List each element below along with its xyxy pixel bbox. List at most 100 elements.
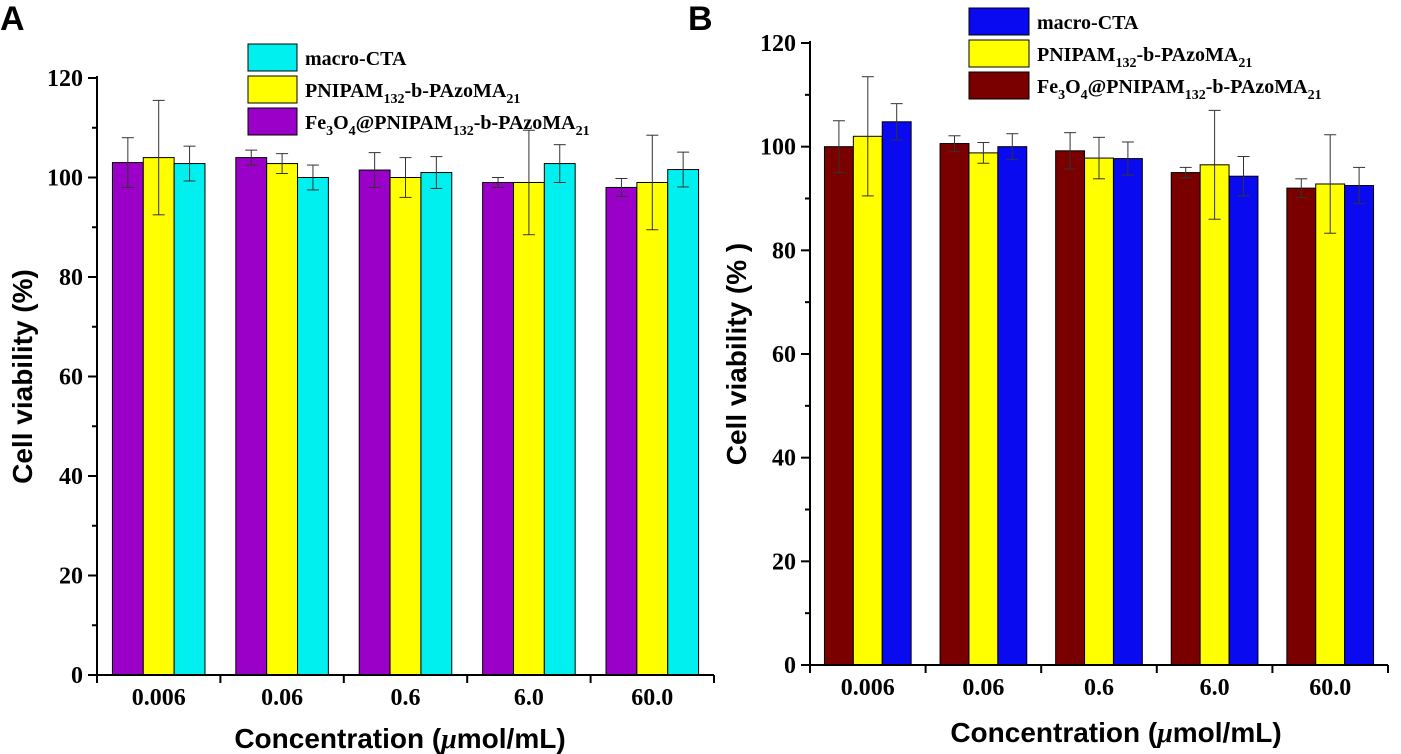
bar xyxy=(852,135,883,666)
bar xyxy=(512,181,545,676)
legend-label: macro-CTA xyxy=(305,48,407,70)
bar xyxy=(1315,183,1346,666)
bar xyxy=(823,146,854,666)
error-bar xyxy=(646,134,659,231)
legend-label: Fe3O4@PNIPAM132-b-PAzoMA21 xyxy=(1037,76,1322,103)
y-tick-label: 80 xyxy=(772,238,796,264)
error-bar xyxy=(553,144,566,183)
bar xyxy=(1199,164,1230,666)
error-bar xyxy=(677,151,690,188)
panel-label: B xyxy=(688,0,713,38)
bar xyxy=(358,169,391,676)
error-bar xyxy=(399,157,412,198)
y-tick-label: 100 xyxy=(760,135,796,161)
y-tick-label: 40 xyxy=(59,464,83,490)
error-bar xyxy=(276,153,289,175)
bar xyxy=(142,157,175,676)
error-bar xyxy=(522,129,535,236)
error-bar xyxy=(615,177,628,197)
bar xyxy=(968,152,999,666)
error-bar xyxy=(861,76,874,197)
y-tick-label: 0 xyxy=(784,653,796,679)
x-tick-label: 0.6 xyxy=(391,685,421,711)
error-bar xyxy=(1179,166,1192,179)
error-bar xyxy=(245,149,258,166)
bar xyxy=(881,121,912,666)
legend-label: PNIPAM132-b-PAzoMA21 xyxy=(1037,44,1252,71)
x-axis-label: Concentration (μmol/mL) xyxy=(234,723,565,754)
y-tick-label: 60 xyxy=(59,365,83,391)
bar xyxy=(111,162,144,676)
x-tick-label: 0.6 xyxy=(1084,675,1114,701)
y-tick-label: 100 xyxy=(47,166,83,192)
y-tick-label: 120 xyxy=(760,31,796,57)
bar xyxy=(173,163,206,676)
bar xyxy=(1112,158,1143,666)
legend-swatch xyxy=(247,75,298,104)
error-bar xyxy=(1295,178,1308,198)
bar xyxy=(482,181,514,676)
chart-panel-B: B 0 20 40 60 80 100 120 0.006 0.06 0.6 6.0 60.0 Cell … xyxy=(688,0,1389,749)
bar xyxy=(1084,157,1114,666)
error-bar xyxy=(948,135,961,152)
error-bar xyxy=(1208,109,1221,220)
legend-swatch xyxy=(247,107,298,136)
error-bar xyxy=(152,99,165,216)
bar xyxy=(605,186,638,676)
bar xyxy=(235,157,268,676)
y-tick-label: 60 xyxy=(772,342,796,368)
error-bar xyxy=(368,152,381,188)
error-bar xyxy=(306,164,319,191)
bar xyxy=(420,172,453,676)
legend-label: Fe3O4@PNIPAM132-b-PAzoMA21 xyxy=(305,112,590,139)
x-tick-label: 6.0 xyxy=(1200,675,1230,701)
bar xyxy=(997,146,1028,666)
error-bar xyxy=(977,142,990,164)
y-tick-label: 40 xyxy=(772,446,796,472)
y-tick-label: 0 xyxy=(71,663,83,689)
bar xyxy=(1055,150,1086,666)
bar xyxy=(297,177,329,676)
y-axis-label: Cell viability (%) xyxy=(7,269,38,484)
bar xyxy=(389,177,422,676)
bar xyxy=(1170,172,1201,666)
error-bar xyxy=(1064,132,1077,170)
x-axis-label: Concentration (μmol/mL) xyxy=(950,717,1281,749)
bar xyxy=(1286,187,1317,666)
y-tick-label: 20 xyxy=(772,549,796,575)
error-bar xyxy=(1093,136,1105,180)
y-axis-label: Cell viability (% ) xyxy=(721,243,752,466)
y-tick-label: 80 xyxy=(59,265,83,291)
error-bar xyxy=(890,103,903,141)
error-bar xyxy=(1353,166,1366,205)
x-tick-label: 0.06 xyxy=(962,675,1004,701)
legend-label: PNIPAM132-b-PAzoMA21 xyxy=(305,80,520,107)
error-bar xyxy=(430,156,443,189)
error-bar xyxy=(1006,133,1019,161)
x-tick-label: 60.0 xyxy=(631,685,673,711)
bar xyxy=(939,143,970,666)
error-bar xyxy=(492,177,505,188)
bar xyxy=(543,163,576,676)
legend-swatch xyxy=(968,71,1030,100)
x-tick-label: 60.0 xyxy=(1309,675,1351,701)
bar xyxy=(1344,185,1375,666)
error-bar xyxy=(832,120,845,174)
legend-swatch xyxy=(968,7,1030,36)
panel-label: A xyxy=(0,0,25,38)
y-tick-label: 120 xyxy=(47,66,83,92)
error-bar xyxy=(1237,156,1250,197)
error-bar xyxy=(1324,134,1337,234)
error-bar xyxy=(121,137,134,188)
legend-swatch xyxy=(247,43,298,72)
error-bar xyxy=(1121,141,1134,176)
legend-swatch xyxy=(968,39,1030,68)
x-tick-label: 0.006 xyxy=(132,685,186,711)
y-tick-label: 20 xyxy=(59,564,83,590)
error-bar xyxy=(183,145,196,182)
chart-panel-A: A 0 20 40 60 80 100 120 0.006 0.06 0.6 6.0 60.0 Cell … xyxy=(0,0,715,754)
bar xyxy=(636,181,669,676)
bar xyxy=(667,169,700,676)
x-tick-label: 6.0 xyxy=(514,685,544,711)
